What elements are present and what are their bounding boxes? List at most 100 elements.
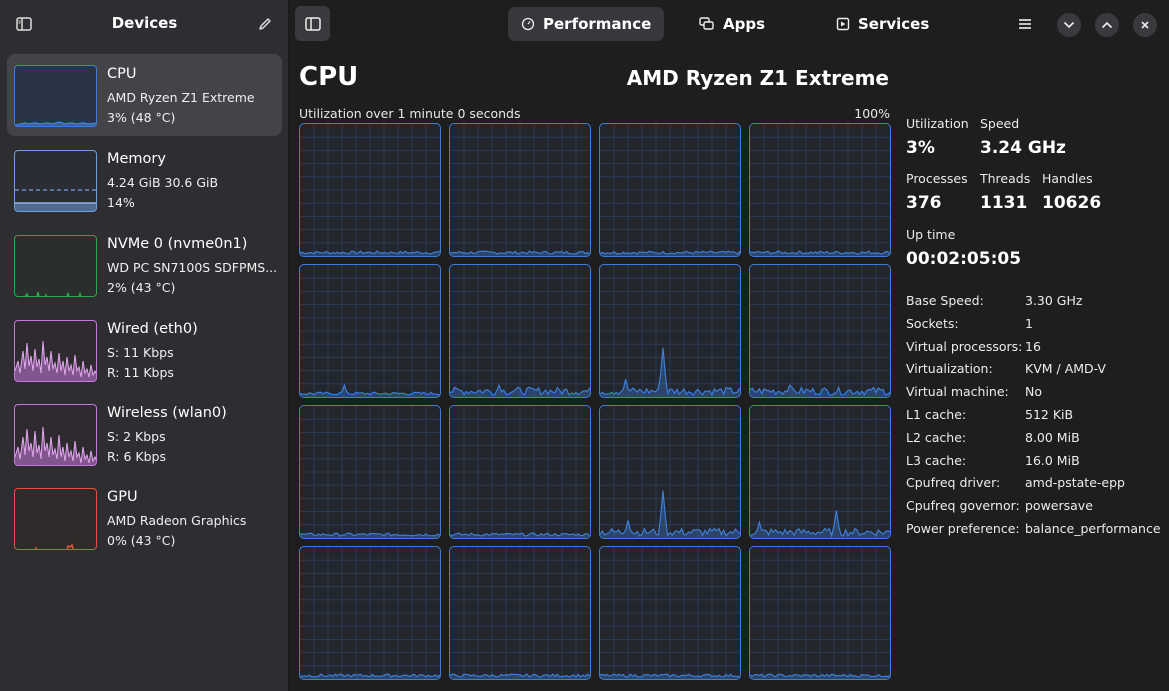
handles-label: Handles bbox=[1042, 171, 1093, 186]
wired-thumbnail-graph bbox=[14, 320, 97, 382]
detail-value: powersave bbox=[1025, 498, 1093, 514]
core-graph bbox=[449, 264, 591, 398]
tab-performance[interactable]: Performance bbox=[508, 7, 665, 41]
threads-value: 1131 bbox=[980, 193, 1028, 213]
device-memory[interactable]: Memory 4.24 GiB 30.6 GiB 14% bbox=[7, 139, 282, 221]
uptime-label: Up time bbox=[906, 227, 956, 242]
close-icon bbox=[1141, 21, 1149, 29]
detail-key: Virtual machine: bbox=[906, 384, 1009, 400]
core-graph bbox=[299, 264, 441, 398]
detail-value: KVM / AMD-V bbox=[1025, 361, 1106, 377]
tab-services[interactable]: Services bbox=[823, 7, 942, 41]
core-graph bbox=[749, 123, 891, 257]
chevron-up-icon bbox=[1101, 21, 1113, 29]
sidebar-header: Devices bbox=[0, 0, 289, 48]
detail-key: L3 cache: bbox=[906, 452, 967, 468]
cpu-thumbnail-graph bbox=[14, 65, 97, 127]
device-detail: WD PC SN7100S SDFPMS... bbox=[107, 260, 278, 275]
utilization-value: 3% bbox=[906, 138, 935, 158]
cpu-core-graphs bbox=[299, 123, 891, 681]
core-graph bbox=[449, 123, 591, 257]
show-sidebar-button[interactable] bbox=[295, 6, 330, 41]
device-usage: 2% (43 °C) bbox=[107, 280, 176, 295]
device-receive: R: 11 Kbps bbox=[107, 365, 174, 380]
core-graph bbox=[299, 546, 441, 680]
detail-key: Virtualization: bbox=[906, 361, 993, 377]
gpu-thumbnail-graph bbox=[14, 488, 97, 550]
services-icon bbox=[836, 17, 850, 31]
device-wired[interactable]: Wired (eth0) S: 11 Kbps R: 11 Kbps bbox=[7, 309, 282, 391]
device-receive: R: 6 Kbps bbox=[107, 449, 166, 464]
detail-key: Power preference: bbox=[906, 521, 1020, 536]
device-name: NVMe 0 (nvme0n1) bbox=[107, 236, 248, 252]
device-name: Wired (eth0) bbox=[107, 321, 198, 337]
device-detail: AMD Ryzen Z1 Extreme bbox=[107, 90, 255, 105]
core-graph bbox=[599, 123, 741, 257]
detail-value: 512 KiB bbox=[1025, 407, 1074, 422]
utilization-label: Utilization bbox=[906, 116, 969, 131]
device-cpu[interactable]: CPU AMD Ryzen Z1 Extreme 3% (48 °C) bbox=[7, 54, 282, 136]
sidebar: Devices CPU AMD Ryzen Z1 Extreme 3% (48 … bbox=[0, 0, 289, 691]
core-graph bbox=[299, 405, 441, 539]
cpu-model: AMD Ryzen Z1 Extreme bbox=[626, 66, 889, 90]
detail-key: L2 cache: bbox=[906, 429, 967, 445]
detail-value: 16.0 MiB bbox=[1025, 452, 1080, 468]
edit-button[interactable] bbox=[252, 12, 278, 36]
threads-label: Threads bbox=[980, 171, 1031, 186]
maximize-button[interactable] bbox=[1095, 13, 1119, 37]
graph-max-label: 100% bbox=[854, 106, 890, 121]
core-graph bbox=[449, 405, 591, 539]
tab-apps[interactable]: Apps bbox=[686, 7, 778, 41]
core-graph bbox=[599, 546, 741, 680]
gauge-icon bbox=[521, 17, 535, 31]
core-graph bbox=[749, 405, 891, 539]
detail-value: 16 bbox=[1025, 338, 1041, 354]
nvme-thumbnail-graph bbox=[14, 235, 97, 297]
detail-key: Cpufreq governor: bbox=[906, 498, 1020, 514]
device-usage: 3% (48 °C) bbox=[107, 110, 176, 125]
device-name: Wireless (wlan0) bbox=[107, 405, 227, 421]
device-detail: 4.24 GiB 30.6 GiB bbox=[107, 175, 219, 190]
core-graph bbox=[449, 546, 591, 680]
device-name: CPU bbox=[107, 66, 137, 82]
detail-value: amd-pstate-epp bbox=[1025, 475, 1125, 491]
tab-label: Performance bbox=[543, 15, 652, 33]
device-name: GPU bbox=[107, 489, 138, 505]
device-detail: AMD Radeon Graphics bbox=[107, 513, 247, 528]
core-graph bbox=[599, 264, 741, 398]
detail-key: L1 cache: bbox=[906, 407, 967, 422]
detail-value: No bbox=[1025, 384, 1042, 400]
device-wireless[interactable]: Wireless (wlan0) S: 2 Kbps R: 6 Kbps bbox=[7, 393, 282, 475]
detail-value: 3.30 GHz bbox=[1025, 293, 1083, 308]
core-graph bbox=[599, 405, 741, 539]
graph-caption: Utilization over 1 minute 0 seconds bbox=[299, 106, 521, 121]
sidebar-toggle-button[interactable] bbox=[11, 12, 37, 36]
core-graph bbox=[299, 123, 441, 257]
main-menu-button[interactable] bbox=[1012, 12, 1038, 36]
hamburger-menu-icon bbox=[1019, 19, 1031, 29]
device-usage: 0% (43 °C) bbox=[107, 533, 176, 548]
detail-value: balance_performance bbox=[1025, 521, 1161, 536]
device-send: S: 11 Kbps bbox=[107, 345, 174, 360]
device-nvme[interactable]: NVMe 0 (nvme0n1) WD PC SN7100S SDFPMS...… bbox=[7, 224, 282, 306]
tab-label: Apps bbox=[723, 15, 766, 33]
wireless-thumbnail-graph bbox=[14, 404, 97, 466]
sidebar-title: Devices bbox=[111, 14, 178, 32]
detail-value: 1 bbox=[1025, 315, 1033, 331]
device-gpu[interactable]: GPU AMD Radeon Graphics 0% (43 °C) bbox=[7, 477, 282, 559]
speed-label: Speed bbox=[980, 116, 1020, 131]
header-bar: Performance Apps Services bbox=[290, 0, 1169, 48]
detail-key: Virtual processors: bbox=[906, 338, 1023, 354]
detail-key: Base Speed: bbox=[906, 293, 984, 308]
processes-label: Processes bbox=[906, 171, 968, 186]
core-graph bbox=[749, 546, 891, 680]
pencil-icon bbox=[259, 18, 271, 30]
core-graph bbox=[749, 264, 891, 398]
sidebar-icon bbox=[304, 16, 321, 31]
close-button[interactable] bbox=[1133, 13, 1157, 37]
device-name: Memory bbox=[107, 151, 166, 167]
minimize-button[interactable] bbox=[1057, 13, 1081, 37]
device-usage: 14% bbox=[107, 195, 135, 210]
apps-icon bbox=[699, 17, 714, 30]
handles-value: 10626 bbox=[1042, 193, 1102, 213]
